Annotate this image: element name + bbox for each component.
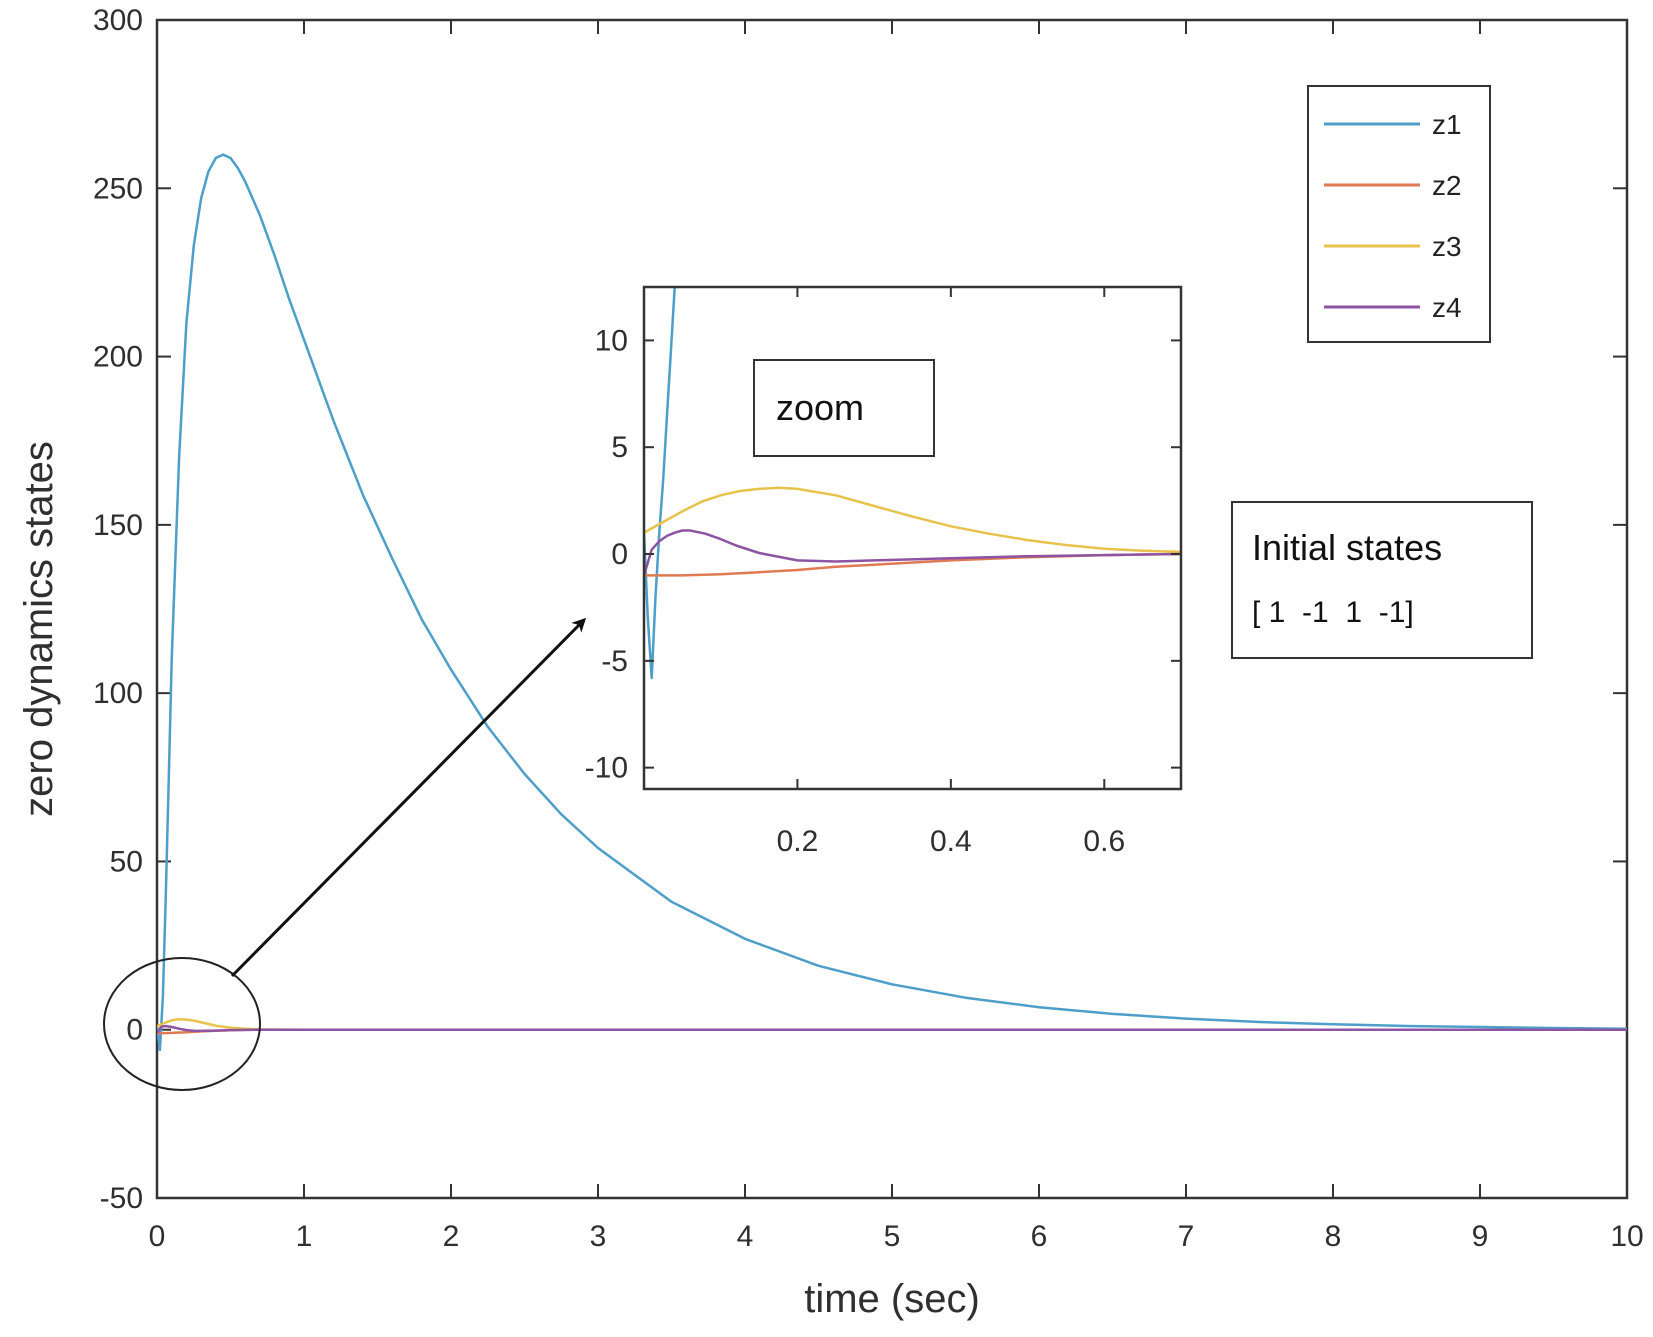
series-line-z4 xyxy=(157,1024,1627,1034)
inset-series-line-z4 xyxy=(644,529,1181,576)
initial-states-value: [ 1 -1 1 -1] xyxy=(1252,596,1414,629)
y-tick-label: 300 xyxy=(93,4,143,37)
y-axis-label: zero dynamics states xyxy=(17,441,61,817)
initial-states-title: Initial states xyxy=(1252,527,1442,568)
legend-label-z4: z4 xyxy=(1432,292,1462,323)
main-series xyxy=(157,153,1627,1052)
x-tick-label: 1 xyxy=(296,1220,313,1253)
zoom-label: zoom xyxy=(776,387,864,428)
y-tick-label: 200 xyxy=(93,341,143,374)
y-tick-label: 0 xyxy=(126,1014,143,1047)
zoom-label-box xyxy=(753,359,935,457)
x-tick-label: 10 xyxy=(1610,1220,1643,1253)
inset-plot-frame xyxy=(642,285,1183,791)
inset-y-tick-label: 0 xyxy=(611,538,628,571)
legend-label-z1: z1 xyxy=(1432,109,1462,140)
zoom-arrow xyxy=(230,617,587,978)
zoom-region-circle xyxy=(103,957,261,1091)
inset-series-line-z3 xyxy=(644,486,1181,554)
x-tick-label: 0 xyxy=(149,1220,166,1253)
x-tick-label: 2 xyxy=(443,1220,460,1253)
legend-box xyxy=(1307,85,1491,343)
y-tick-label: 50 xyxy=(110,845,143,878)
x-tick-label: 9 xyxy=(1472,1220,1489,1253)
y-tick-label: 150 xyxy=(93,509,143,542)
inset-x-tick-label: 0.6 xyxy=(1083,825,1125,858)
series-line-z3 xyxy=(157,1018,1627,1031)
inset-axes: 0.2 0.4 0.6 -10 -5 0 5 10 xyxy=(585,285,1183,858)
inset-x-tick-label: 0.4 xyxy=(930,825,972,858)
x-tick-label: 5 xyxy=(884,1220,901,1253)
inset-y-tick-label: 5 xyxy=(611,431,628,464)
inset-y-tick-label: -10 xyxy=(585,752,628,785)
y-tick-label: -50 xyxy=(100,1182,143,1215)
x-tick-label: 4 xyxy=(737,1220,754,1253)
initial-states-box xyxy=(1231,501,1533,659)
legend-label-z3: z3 xyxy=(1432,231,1462,262)
x-tick-label: 7 xyxy=(1178,1220,1195,1253)
y-tick-label: 100 xyxy=(93,677,143,710)
x-tick-label: 8 xyxy=(1325,1220,1342,1253)
x-tick-label: 3 xyxy=(590,1220,607,1253)
y-tick-label: 250 xyxy=(93,172,143,205)
inset-series-line-z1 xyxy=(644,287,676,680)
inset-y-tick-label: -5 xyxy=(601,645,628,678)
inset-series xyxy=(644,287,1181,680)
x-tick-label: 6 xyxy=(1031,1220,1048,1253)
legend: z1 z2 z3 z4 xyxy=(1307,85,1491,343)
legend-label-z2: z2 xyxy=(1432,170,1462,201)
inset-x-tick-label: 0.2 xyxy=(777,825,819,858)
series-line-z1 xyxy=(157,153,1627,1052)
inset-y-tick-label: 10 xyxy=(595,324,628,357)
x-axis-label: time (sec) xyxy=(804,1277,980,1321)
